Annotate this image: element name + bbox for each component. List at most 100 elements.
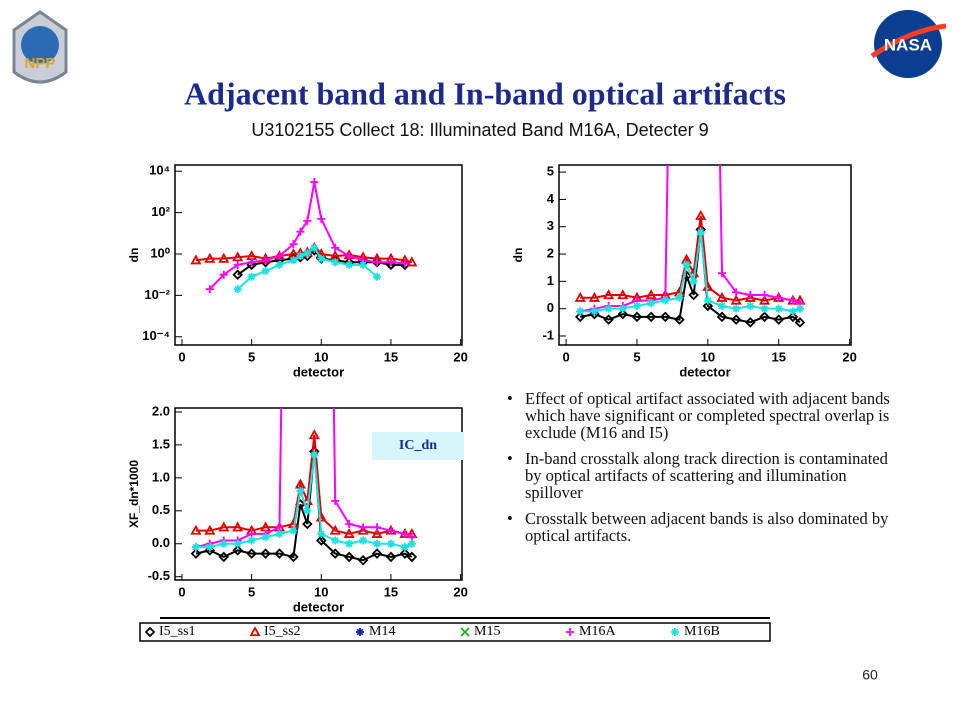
data-point — [261, 267, 270, 276]
x-tick-label: 10 — [314, 349, 328, 364]
data-point — [773, 314, 784, 325]
data-point — [274, 548, 285, 559]
data-point — [191, 543, 200, 552]
data-point — [359, 536, 368, 545]
data-point — [246, 548, 257, 559]
y-tick-label: 10⁻² — [144, 287, 170, 302]
x-tick-label: 10 — [701, 349, 715, 364]
data-point — [232, 269, 243, 280]
data-point — [329, 548, 341, 559]
data-point — [310, 178, 319, 187]
x-tick-label: 20 — [453, 584, 467, 599]
data-point — [343, 528, 355, 538]
x-tick-label: 20 — [842, 349, 856, 364]
data-point — [373, 258, 382, 267]
data-point — [373, 539, 382, 548]
data-point — [233, 285, 242, 294]
y-tick-label: 3 — [547, 218, 554, 233]
x-tick-label: 5 — [248, 584, 255, 599]
plot-frame — [174, 164, 463, 346]
data-point — [406, 551, 418, 563]
data-point — [359, 260, 368, 269]
x-axis-label: detector — [679, 364, 730, 379]
x-axis-label: detector — [293, 364, 344, 379]
data-point — [204, 252, 216, 263]
y-axis-label: dn — [511, 248, 525, 263]
data-point — [645, 311, 657, 323]
legend-marker — [144, 626, 156, 638]
data-point — [385, 551, 397, 563]
bullet: Crosstalk between adjacent bands is also… — [507, 510, 902, 544]
y-tick-label: 2 — [547, 245, 554, 260]
data-point — [261, 256, 270, 265]
data-point — [716, 291, 728, 302]
nasa-logo-text: NASA — [884, 35, 932, 54]
data-point — [795, 304, 804, 313]
slide-title: Adjacent band and In-band optical artifa… — [184, 75, 786, 111]
data-point — [689, 277, 698, 286]
data-point — [702, 300, 714, 312]
data-point — [759, 311, 770, 323]
data-point — [205, 543, 214, 552]
y-tick-label: -1 — [542, 327, 554, 342]
data-point — [406, 256, 418, 267]
data-point — [788, 307, 797, 316]
data-point — [617, 289, 629, 300]
x-tick-label: 15 — [384, 349, 398, 364]
data-point — [703, 296, 712, 305]
x-tick-label: 0 — [178, 584, 185, 599]
data-point — [675, 293, 684, 302]
data-point — [275, 529, 284, 538]
y-tick-label: 10⁻⁴ — [142, 328, 170, 343]
plot-frame — [174, 407, 463, 581]
x-tick-label: 0 — [178, 349, 185, 364]
data-point — [617, 308, 629, 320]
data-point — [688, 289, 699, 301]
bullet: Effect of optical artifact associated wi… — [507, 390, 902, 441]
legend: I5_ss1 I5_ss2 M14 M15 M16A M16B — [139, 617, 771, 642]
npp-logo-text: NPP — [25, 55, 56, 72]
bullet-list: Effect of optical artifact associated wi… — [507, 390, 902, 553]
data-point — [682, 260, 691, 269]
data-point — [359, 523, 368, 532]
data-point — [357, 524, 369, 535]
data-point — [400, 259, 409, 268]
npp-logo: NPP — [12, 10, 68, 84]
data-point — [574, 291, 586, 302]
data-point — [386, 526, 395, 535]
data-point — [331, 496, 340, 505]
data-point — [386, 258, 395, 267]
data-point — [275, 252, 284, 261]
chart: 0 5 10 15 20 -1 0 1 2 3 4 5 detector dn — [511, 164, 857, 380]
data-point — [696, 228, 705, 237]
data-point — [590, 307, 599, 316]
y-tick-label: -0.5 — [148, 568, 170, 583]
legend-frame — [139, 622, 771, 642]
legend-marker — [671, 628, 679, 636]
data-point — [718, 301, 727, 310]
annotation-box — [372, 432, 464, 460]
data-point — [296, 487, 305, 496]
data-point — [716, 311, 728, 323]
data-point — [345, 539, 354, 548]
data-point — [730, 314, 742, 325]
y-tick-label: 0 — [547, 300, 554, 315]
x-tick-label: 5 — [633, 349, 640, 364]
x-tick-label: 15 — [771, 349, 785, 364]
data-point — [218, 551, 230, 563]
data-point — [400, 529, 409, 538]
data-point — [732, 288, 741, 297]
data-point — [576, 307, 585, 316]
series-line — [195, 451, 413, 562]
data-point — [331, 536, 340, 545]
data-point — [385, 259, 397, 271]
x-axis-label: detector — [293, 599, 344, 614]
data-point — [745, 317, 756, 328]
y-tick-label: 10⁴ — [149, 163, 170, 178]
data-point — [275, 260, 284, 269]
data-point — [331, 243, 340, 252]
data-point — [774, 304, 783, 313]
data-point — [386, 539, 395, 548]
